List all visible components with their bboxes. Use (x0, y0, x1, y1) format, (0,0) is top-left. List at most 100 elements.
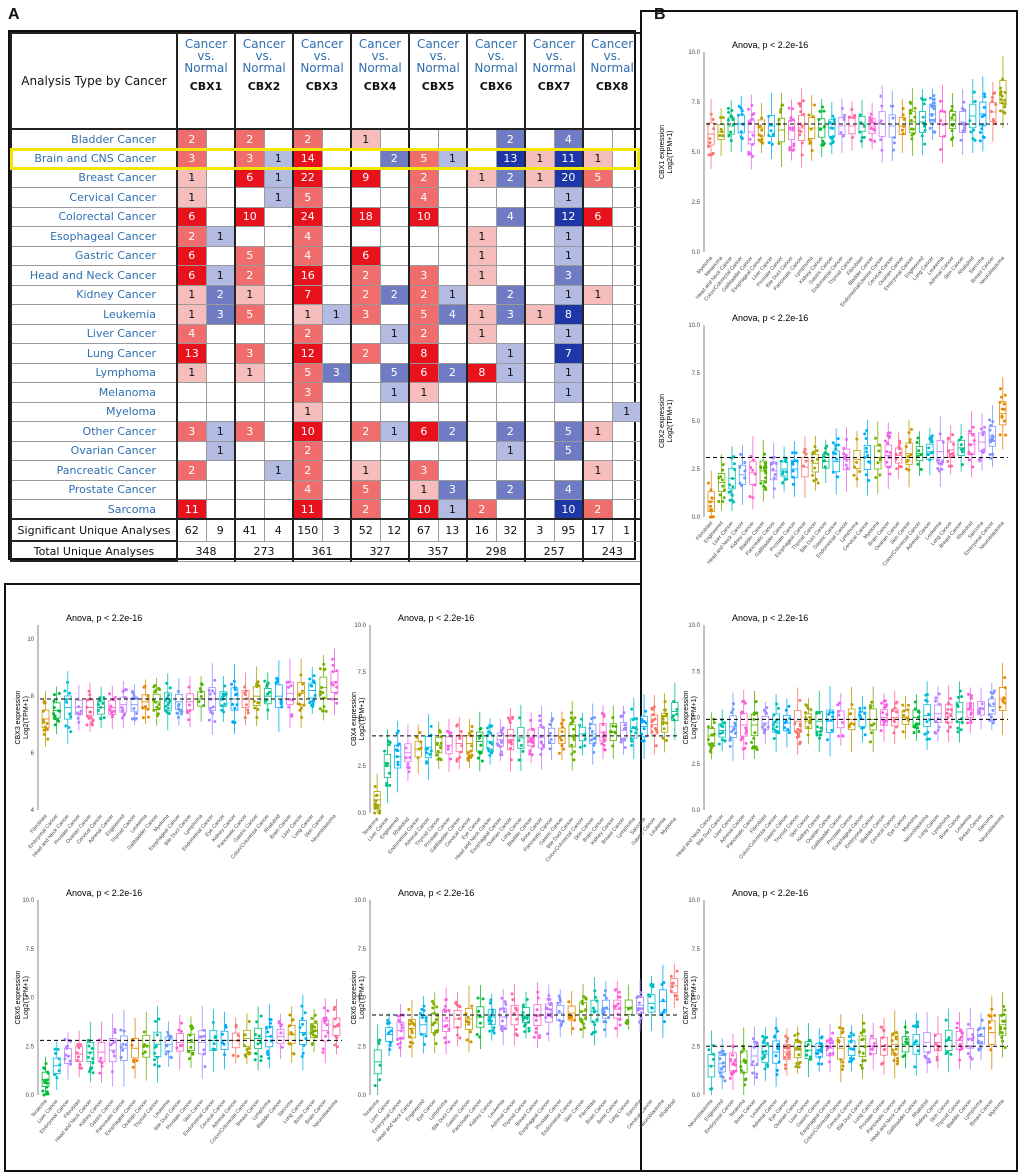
data-point (458, 1005, 462, 1009)
cancer-type-link[interactable]: Lung Cancer (10, 343, 178, 364)
data-point (829, 142, 833, 146)
cancer-type-link[interactable]: Liver Cancer (10, 323, 178, 344)
data-point (300, 1016, 304, 1020)
cancer-type-link[interactable]: Head and Neck Cancer (10, 265, 178, 286)
data-point (787, 731, 791, 735)
down-count-cell: 1 (553, 362, 584, 383)
data-point (798, 101, 802, 105)
data-point (721, 1075, 725, 1079)
data-point (622, 727, 626, 731)
y-tick-label: 10 (27, 637, 34, 643)
data-point (798, 698, 802, 702)
data-point (180, 1021, 184, 1025)
data-point (750, 1063, 754, 1067)
data-point (335, 1036, 339, 1040)
data-point (246, 708, 250, 712)
data-point (636, 1008, 640, 1012)
cancer-type-link[interactable]: Colorectal Cancer (10, 206, 178, 227)
data-point (395, 748, 399, 752)
cancer-type-link[interactable]: Leukemia (10, 304, 178, 325)
data-point (302, 703, 306, 707)
data-point (946, 729, 950, 733)
data-point (855, 460, 859, 464)
data-point (992, 702, 996, 706)
cancer-type-link[interactable]: Bladder Cancer (10, 128, 178, 149)
data-point (425, 751, 429, 755)
data-point (751, 468, 755, 472)
data-point (57, 1069, 61, 1073)
data-point (910, 137, 914, 141)
data-point (287, 705, 291, 709)
data-point (57, 691, 61, 695)
data-point (528, 749, 532, 753)
data-point (385, 1022, 389, 1026)
data-point (789, 119, 793, 123)
data-point (41, 718, 45, 722)
data-point (76, 1043, 80, 1047)
data-point (982, 425, 986, 429)
data-point (928, 458, 932, 462)
data-point (880, 1062, 884, 1066)
data-point (916, 462, 920, 466)
cancer-type-link[interactable]: Gastric Cancer (10, 245, 178, 266)
data-point (266, 708, 270, 712)
data-point (939, 109, 943, 113)
data-point (447, 1040, 451, 1044)
data-point (661, 722, 665, 726)
data-point (728, 483, 732, 487)
data-point (765, 706, 769, 710)
data-point (157, 707, 161, 711)
data-point (242, 1033, 246, 1037)
data-point (312, 679, 316, 683)
cancer-type-link[interactable]: Kidney Cancer (10, 284, 178, 305)
data-point (1001, 110, 1005, 114)
data-point (318, 707, 322, 711)
data-point (895, 700, 899, 704)
data-point (570, 743, 574, 747)
data-point (639, 995, 643, 999)
panel-b-label: B (654, 6, 666, 23)
data-point (157, 1017, 161, 1021)
data-point (732, 500, 736, 504)
data-point (739, 1065, 743, 1069)
data-point (998, 400, 1002, 404)
data-point (872, 1041, 876, 1045)
data-point (823, 465, 827, 469)
data-point (990, 99, 994, 103)
data-point (718, 1057, 722, 1061)
data-point (783, 1063, 787, 1067)
data-point (321, 1050, 325, 1054)
data-point (806, 733, 810, 737)
data-point (318, 690, 322, 694)
up-count-cell: 1 (292, 401, 323, 422)
data-point (852, 1057, 856, 1061)
data-point (548, 1003, 552, 1007)
data-point (947, 1036, 951, 1040)
data-point (710, 742, 714, 746)
data-point (983, 95, 987, 99)
data-point (479, 743, 483, 747)
data-point (956, 695, 960, 699)
data-point (774, 1026, 778, 1030)
data-point (775, 1068, 779, 1072)
data-point (252, 699, 256, 703)
data-point (999, 98, 1003, 102)
data-point (948, 725, 952, 729)
data-point (258, 1040, 262, 1044)
data-point (152, 1058, 156, 1062)
data-point (1004, 433, 1008, 437)
data-point (132, 707, 136, 711)
data-point (256, 707, 260, 711)
data-point (777, 1060, 781, 1064)
data-point (443, 1004, 447, 1008)
data-point (786, 728, 790, 732)
data-point (737, 104, 741, 108)
data-point (629, 737, 633, 741)
data-point (752, 112, 756, 116)
data-point (711, 118, 715, 122)
data-point (784, 708, 788, 712)
y-tick-label: 0.0 (692, 250, 701, 256)
data-point (404, 756, 408, 760)
data-point (514, 1027, 518, 1031)
y-tick-label: 5.0 (692, 419, 701, 425)
